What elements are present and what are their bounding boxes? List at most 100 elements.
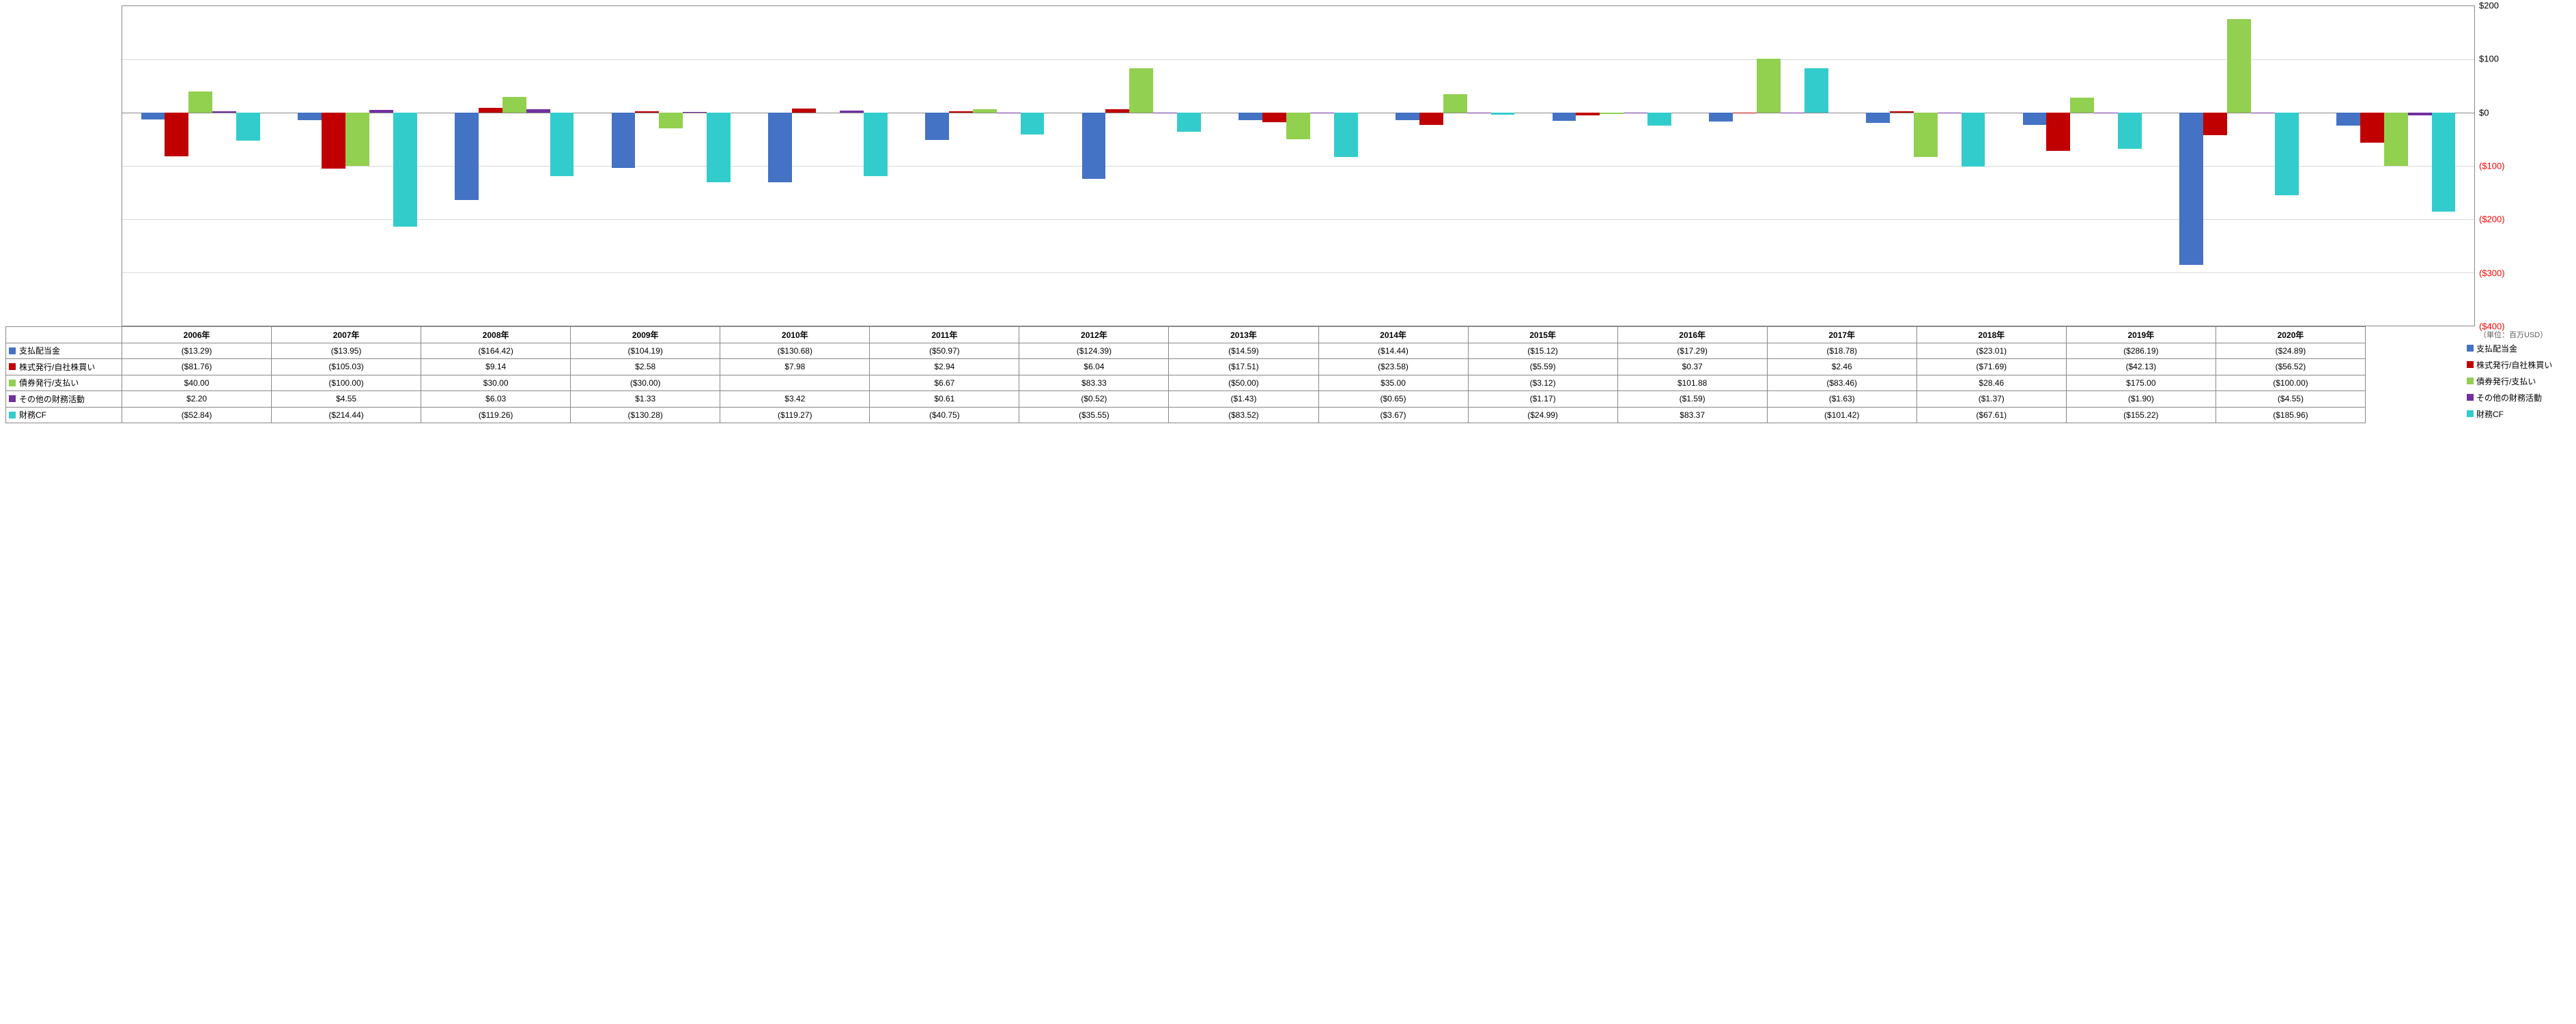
bar — [1757, 59, 1781, 113]
table-row: 財務CF($52.84)($214.44)($119.26)($130.28)(… — [6, 407, 2366, 423]
legend-label: 財務CF — [2476, 408, 2504, 420]
bar — [1491, 113, 1515, 115]
legend-item: 支払配当金 — [2467, 341, 2571, 355]
data-cell: $35.00 — [1318, 375, 1468, 391]
data-cell: $4.55 — [272, 391, 421, 408]
bar — [2179, 113, 2203, 265]
bar — [212, 111, 236, 113]
bar — [2384, 113, 2408, 166]
data-cell: ($3.67) — [1318, 407, 1468, 423]
data-cell: ($15.12) — [1468, 343, 1617, 359]
bar — [455, 113, 479, 200]
bar — [526, 109, 550, 113]
data-cell: ($155.22) — [2066, 407, 2216, 423]
bar — [369, 110, 393, 113]
data-cell: $83.37 — [1617, 407, 1767, 423]
data-cell: $2.58 — [571, 359, 720, 375]
bar — [2070, 98, 2094, 113]
data-cell: ($1.17) — [1468, 391, 1617, 408]
series-header: 財務CF — [6, 407, 122, 423]
data-cell: ($1.63) — [1767, 391, 1916, 408]
data-cell: ($214.44) — [272, 407, 421, 423]
legend-swatch — [2467, 345, 2474, 352]
bar — [2227, 19, 2251, 113]
legend-swatch — [2467, 378, 2474, 384]
bar — [2408, 113, 2432, 115]
bar — [2275, 113, 2299, 195]
data-cell: $6.04 — [1019, 359, 1169, 375]
data-cell: ($164.42) — [421, 343, 571, 359]
bar — [707, 113, 731, 182]
bar — [1177, 113, 1201, 132]
year-header: 2006年 — [122, 327, 272, 343]
bar — [1021, 113, 1045, 134]
table-corner — [6, 327, 122, 343]
bar — [612, 113, 636, 168]
bar — [1262, 113, 1286, 122]
bar — [345, 113, 369, 166]
series-label: 債券発行/支払い — [19, 377, 79, 388]
data-cell: $83.33 — [1019, 375, 1169, 391]
data-cell: $101.88 — [1617, 375, 1767, 391]
data-cell: ($105.03) — [272, 359, 421, 375]
table-row: 支払配当金($13.29)($13.95)($164.42)($104.19)(… — [6, 343, 2366, 359]
year-header: 2016年 — [1617, 327, 1767, 343]
data-cell: ($130.68) — [720, 343, 870, 359]
bar — [864, 113, 888, 176]
data-cell: ($100.00) — [272, 375, 421, 391]
data-cell: ($30.00) — [571, 375, 720, 391]
data-cell: ($4.55) — [2216, 391, 2365, 408]
bar — [1419, 113, 1443, 125]
data-cell: ($0.52) — [1019, 391, 1169, 408]
series-swatch — [9, 347, 16, 354]
y-tick-label: ($300) — [2479, 268, 2505, 278]
series-swatch — [9, 412, 16, 418]
series-header: 債券発行/支払い — [6, 375, 122, 391]
bar — [1914, 113, 1938, 157]
data-cell: ($67.61) — [1916, 407, 2066, 423]
data-cell: ($83.46) — [1767, 375, 1916, 391]
data-cell: $6.03 — [421, 391, 571, 408]
y-tick-label: ($200) — [2479, 214, 2505, 225]
data-cell: ($56.52) — [2216, 359, 2365, 375]
legend-label: 支払配当金 — [2476, 343, 2517, 354]
data-cell: ($50.00) — [1169, 375, 1318, 391]
data-cell: ($13.29) — [122, 343, 272, 359]
bar — [1709, 113, 1733, 122]
bar — [1082, 113, 1106, 179]
data-cell: ($23.01) — [1916, 343, 2066, 359]
data-cell: ($18.78) — [1767, 343, 1916, 359]
series-header: 支払配当金 — [6, 343, 122, 359]
data-cell: ($52.84) — [122, 407, 272, 423]
legend-label: その他の財務活動 — [2476, 392, 2542, 403]
data-cell: $2.20 — [122, 391, 272, 408]
data-cell: $2.46 — [1767, 359, 1916, 375]
year-header: 2008年 — [421, 327, 571, 343]
bar — [322, 113, 345, 169]
bar — [1239, 113, 1262, 120]
bar — [792, 109, 816, 113]
year-header: 2007年 — [272, 327, 421, 343]
data-cell: $40.00 — [122, 375, 272, 391]
bar — [1443, 94, 1467, 113]
data-cell: ($119.26) — [421, 407, 571, 423]
data-cell: $9.14 — [421, 359, 571, 375]
financial-cf-chart: ($400)($300)($200)($100)$0$100$200（単位：百万… — [5, 5, 2571, 423]
bar — [2046, 113, 2070, 151]
bar — [1129, 68, 1153, 113]
plot-area — [122, 5, 2475, 326]
y-tick-label: ($100) — [2479, 161, 2505, 171]
series-swatch — [9, 380, 16, 386]
data-cell: $0.37 — [1617, 359, 1767, 375]
data-cell: ($50.97) — [870, 343, 1019, 359]
legend-swatch — [2467, 394, 2474, 401]
bar — [949, 111, 973, 113]
bar — [1866, 113, 1890, 123]
bar — [1804, 68, 1828, 113]
data-cell: ($1.43) — [1169, 391, 1318, 408]
data-cell — [720, 375, 870, 391]
bar — [1890, 111, 1914, 113]
table-row: 株式発行/自社株買い($81.76)($105.03)$9.14$2.58$7.… — [6, 359, 2366, 375]
year-header: 2017年 — [1767, 327, 1916, 343]
data-cell: $7.98 — [720, 359, 870, 375]
